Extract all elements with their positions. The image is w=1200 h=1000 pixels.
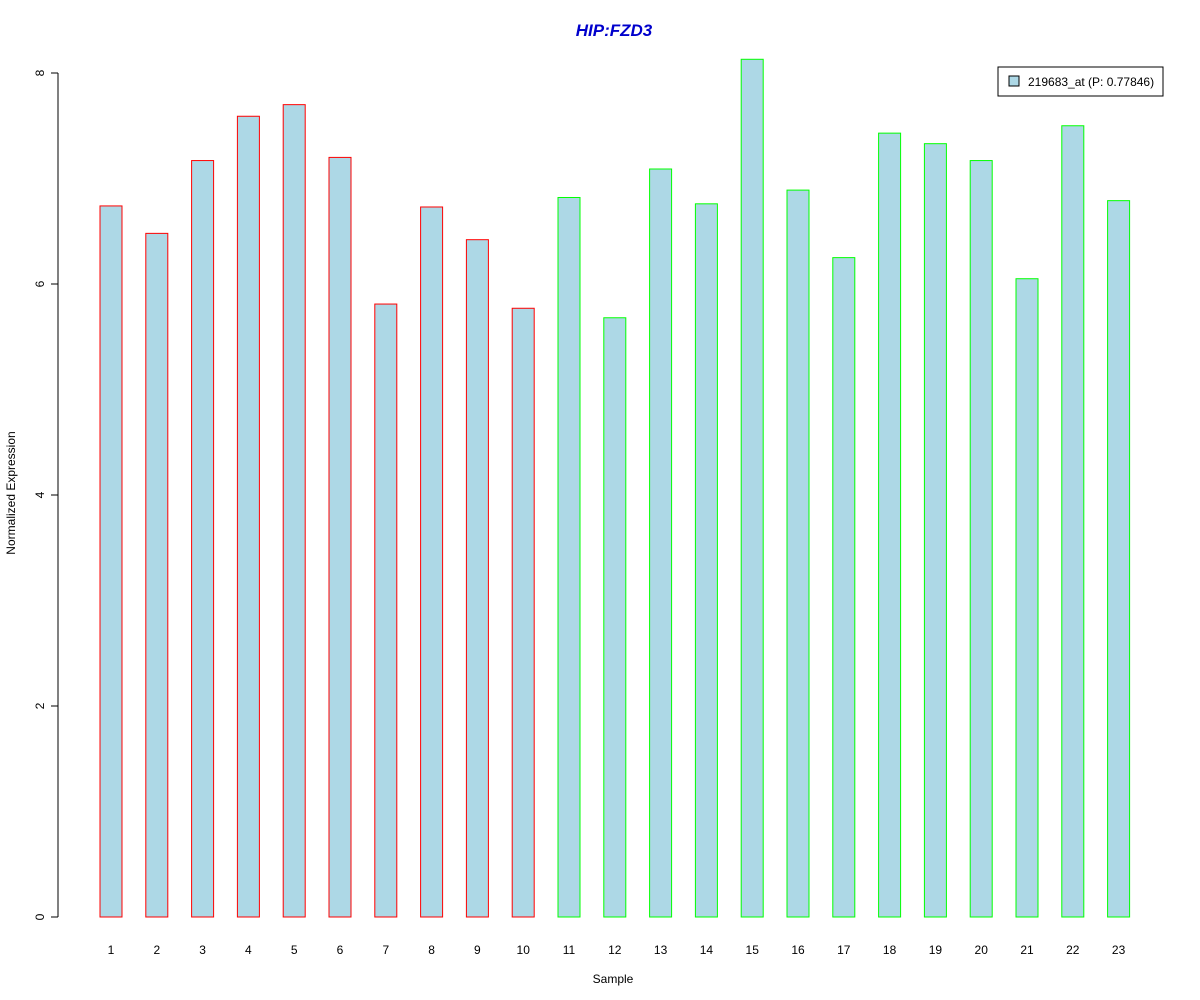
x-tick-label: 6 <box>337 943 344 957</box>
bar-sample-22 <box>1061 125 1085 918</box>
bar-sample-4 <box>236 115 260 918</box>
x-tick-label: 17 <box>837 943 851 957</box>
x-tick-label: 13 <box>654 943 668 957</box>
bar-sample-13 <box>649 168 673 918</box>
x-tick-label: 5 <box>291 943 298 957</box>
bars-group <box>99 58 1131 918</box>
bar-sample-18 <box>878 132 902 918</box>
legend-box <box>997 66 1164 97</box>
x-tick-label: 23 <box>1112 943 1126 957</box>
x-tick-label: 19 <box>929 943 943 957</box>
bar-sample-11 <box>557 196 581 918</box>
y-tick-label: 6 <box>33 280 47 287</box>
x-tick-label: 11 <box>563 943 576 957</box>
x-tick-label: 16 <box>791 943 805 957</box>
bar-sample-12 <box>603 317 627 918</box>
x-tick-label: 22 <box>1066 943 1080 957</box>
x-tick-label: 15 <box>746 943 760 957</box>
x-tick-label: 8 <box>428 943 435 957</box>
x-tick-label: 21 <box>1020 943 1034 957</box>
x-tick-label: 10 <box>517 943 531 957</box>
bar-sample-1 <box>99 205 123 918</box>
x-tick-label: 20 <box>975 943 989 957</box>
x-tick-labels: 1 2 3 4 5 6 7 8 9 10 11 12 13 14 15 16 17 18 19 20 21 22 23 <box>108 943 1126 957</box>
legend-label: 219683_at (P: 0.77846) <box>1028 75 1154 89</box>
bar-sample-8 <box>420 206 444 918</box>
bar-sample-21 <box>1015 278 1039 918</box>
bar-sample-15 <box>740 58 764 918</box>
y-tick-label: 8 <box>33 69 47 76</box>
bar-sample-17 <box>832 257 856 918</box>
y-axis: 0 2 4 6 8 <box>33 69 59 920</box>
x-axis-label: Sample <box>593 972 634 986</box>
x-tick-label: 14 <box>700 943 714 957</box>
bar-sample-10 <box>511 307 535 918</box>
bar-sample-9 <box>465 239 489 918</box>
y-tick-label: 0 <box>33 913 47 920</box>
x-tick-label: 12 <box>608 943 622 957</box>
bar-sample-2 <box>145 232 169 918</box>
y-axis-label: Normalized Expression <box>4 431 18 554</box>
y-tick-label: 2 <box>33 702 47 709</box>
bar-sample-20 <box>969 160 993 918</box>
bar-sample-7 <box>374 303 398 918</box>
legend-swatch <box>1008 75 1020 87</box>
bar-sample-16 <box>786 189 810 918</box>
x-tick-label: 18 <box>883 943 897 957</box>
bar-sample-3 <box>191 160 215 918</box>
x-tick-label: 9 <box>474 943 481 957</box>
x-tick-label: 1 <box>108 943 115 957</box>
chart-title: HIP:FZD3 <box>576 21 653 40</box>
bar-sample-19 <box>923 143 947 918</box>
x-tick-label: 4 <box>245 943 252 957</box>
x-tick-label: 3 <box>199 943 206 957</box>
bar-sample-23 <box>1107 200 1131 918</box>
x-tick-label: 7 <box>382 943 389 957</box>
legend: 219683_at (P: 0.77846) <box>997 66 1164 97</box>
bar-sample-6 <box>328 156 352 918</box>
bar-sample-14 <box>694 203 718 918</box>
y-tick-label: 4 <box>33 491 47 498</box>
bar-sample-5 <box>282 104 306 918</box>
x-tick-label: 2 <box>153 943 160 957</box>
